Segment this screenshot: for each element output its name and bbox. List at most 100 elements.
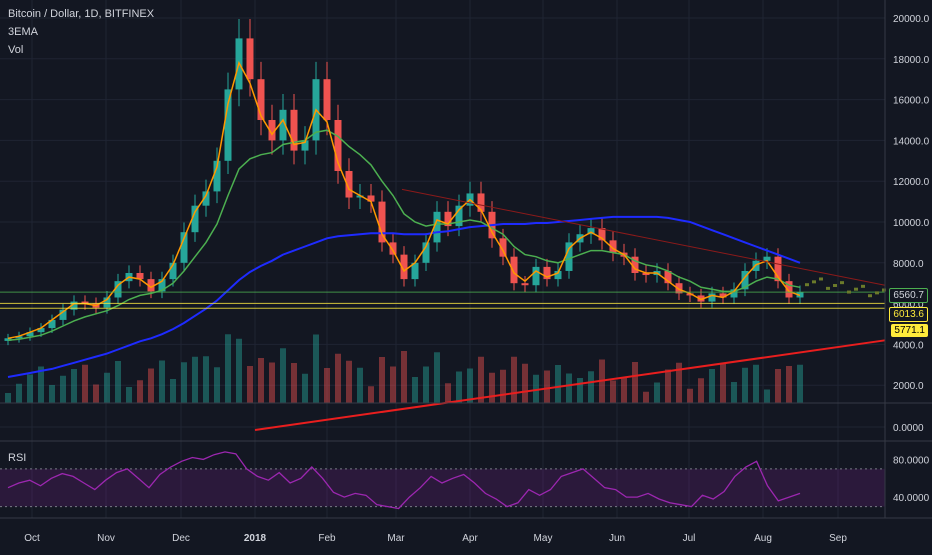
candle-body: [279, 109, 287, 141]
rsi-tick-label: 80.0000: [893, 455, 930, 466]
candle-body: [15, 336, 23, 339]
volume-bar: [544, 370, 550, 403]
projection-mark: [805, 283, 809, 287]
price-label-level-1: 6013.6: [889, 307, 928, 322]
candle-body: [521, 283, 529, 286]
x-tick-label: Feb: [318, 533, 336, 544]
candle-body: [290, 109, 298, 151]
volume-layer: [5, 334, 803, 403]
candle-body: [664, 270, 672, 284]
volume-bar: [467, 368, 473, 403]
candle-body: [477, 193, 485, 212]
y-tick-label: 16000.0: [893, 96, 930, 107]
y-tick-label: 8000.0: [893, 259, 924, 270]
candle-body: [785, 281, 793, 298]
candle-body: [675, 283, 683, 294]
rsi-line: [7, 451, 801, 510]
volume-bar: [522, 363, 528, 403]
candle-body: [301, 140, 309, 151]
volume-bar: [632, 362, 638, 403]
y-tick-label: 2000.0: [893, 381, 924, 392]
projection-mark: [882, 288, 886, 292]
volume-bar: [159, 360, 165, 403]
projection-mark: [833, 284, 837, 288]
volume-bar: [170, 379, 176, 403]
level-layer: [0, 277, 886, 309]
volume-bar: [335, 353, 341, 403]
symbol-title: Bitcoin / Dollar, 1D, BITFINEX: [8, 8, 155, 20]
y-tick-label: 10000.0: [893, 218, 930, 229]
candle-body: [224, 89, 232, 161]
price-label-current: 6560.7: [889, 288, 928, 303]
volume-bar: [93, 384, 99, 403]
candle-body: [444, 211, 452, 227]
candle-body: [37, 328, 45, 333]
x-tick-label: Jul: [683, 533, 696, 544]
rsi-band: [0, 468, 885, 507]
volume-bar: [775, 369, 781, 403]
candle-body: [334, 120, 342, 171]
volume-bar: [148, 368, 154, 403]
volume-bar: [390, 366, 396, 403]
candle-body: [532, 266, 540, 286]
candle-body: [367, 195, 375, 202]
candle-body: [268, 120, 276, 141]
x-tick-label: Jun: [609, 533, 625, 544]
volume-bar: [16, 383, 22, 403]
ema-slow-line: [7, 215, 801, 378]
volume-bar: [489, 372, 495, 403]
support-trendline: [254, 339, 886, 431]
volume-bar: [368, 386, 374, 403]
candle-body: [114, 281, 122, 298]
candle-body: [147, 279, 155, 292]
candle-body: [730, 289, 738, 298]
volume-bar: [357, 367, 363, 403]
volume-bar: [269, 362, 275, 403]
volume-bar: [500, 369, 506, 403]
volume-bar: [126, 387, 132, 403]
y-tick-label: 12000.0: [893, 177, 930, 188]
candle-body: [631, 256, 639, 273]
volume-bar: [456, 371, 462, 403]
candle-body: [103, 297, 111, 308]
y-tick-label: 18000.0: [893, 55, 930, 66]
volume-bar: [379, 357, 385, 403]
rsi-layer: [0, 451, 885, 510]
y-tick-label: 0.0000: [893, 423, 924, 434]
volume-bar: [313, 334, 319, 403]
projection-mark: [868, 294, 872, 298]
candle-body: [81, 301, 89, 304]
candle-body: [378, 201, 386, 243]
volume-bar: [764, 389, 770, 403]
volume-bar: [511, 356, 517, 403]
candle-body: [697, 295, 705, 302]
volume-bar: [742, 367, 748, 403]
volume-bar: [654, 382, 660, 403]
x-tick-label: May: [534, 533, 553, 544]
projection-mark: [875, 291, 879, 295]
candle-body: [708, 293, 716, 302]
volume-bar: [60, 375, 66, 403]
candle-body: [136, 273, 144, 280]
volume-bar: [324, 368, 330, 403]
price-label-level-2: 5771.1: [891, 324, 928, 337]
x-tick-label: Oct: [24, 533, 40, 544]
projection-mark: [847, 290, 851, 294]
candle-body: [257, 79, 265, 120]
volume-bar: [566, 373, 572, 403]
volume-bar: [731, 382, 737, 403]
rsi-title: RSI: [8, 452, 27, 464]
indicator-ema-label: 3EMA: [8, 26, 38, 38]
candle-body: [598, 228, 606, 241]
candle-body: [180, 232, 188, 263]
volume-bar: [720, 363, 726, 403]
x-tick-label: Aug: [754, 533, 772, 544]
candle-body: [158, 279, 166, 292]
volume-bar: [445, 383, 451, 403]
indicator-vol-label: Vol: [8, 44, 24, 56]
x-tick-label: Apr: [462, 533, 478, 544]
candle-body: [587, 228, 595, 235]
ema-fast-line: [7, 60, 801, 340]
